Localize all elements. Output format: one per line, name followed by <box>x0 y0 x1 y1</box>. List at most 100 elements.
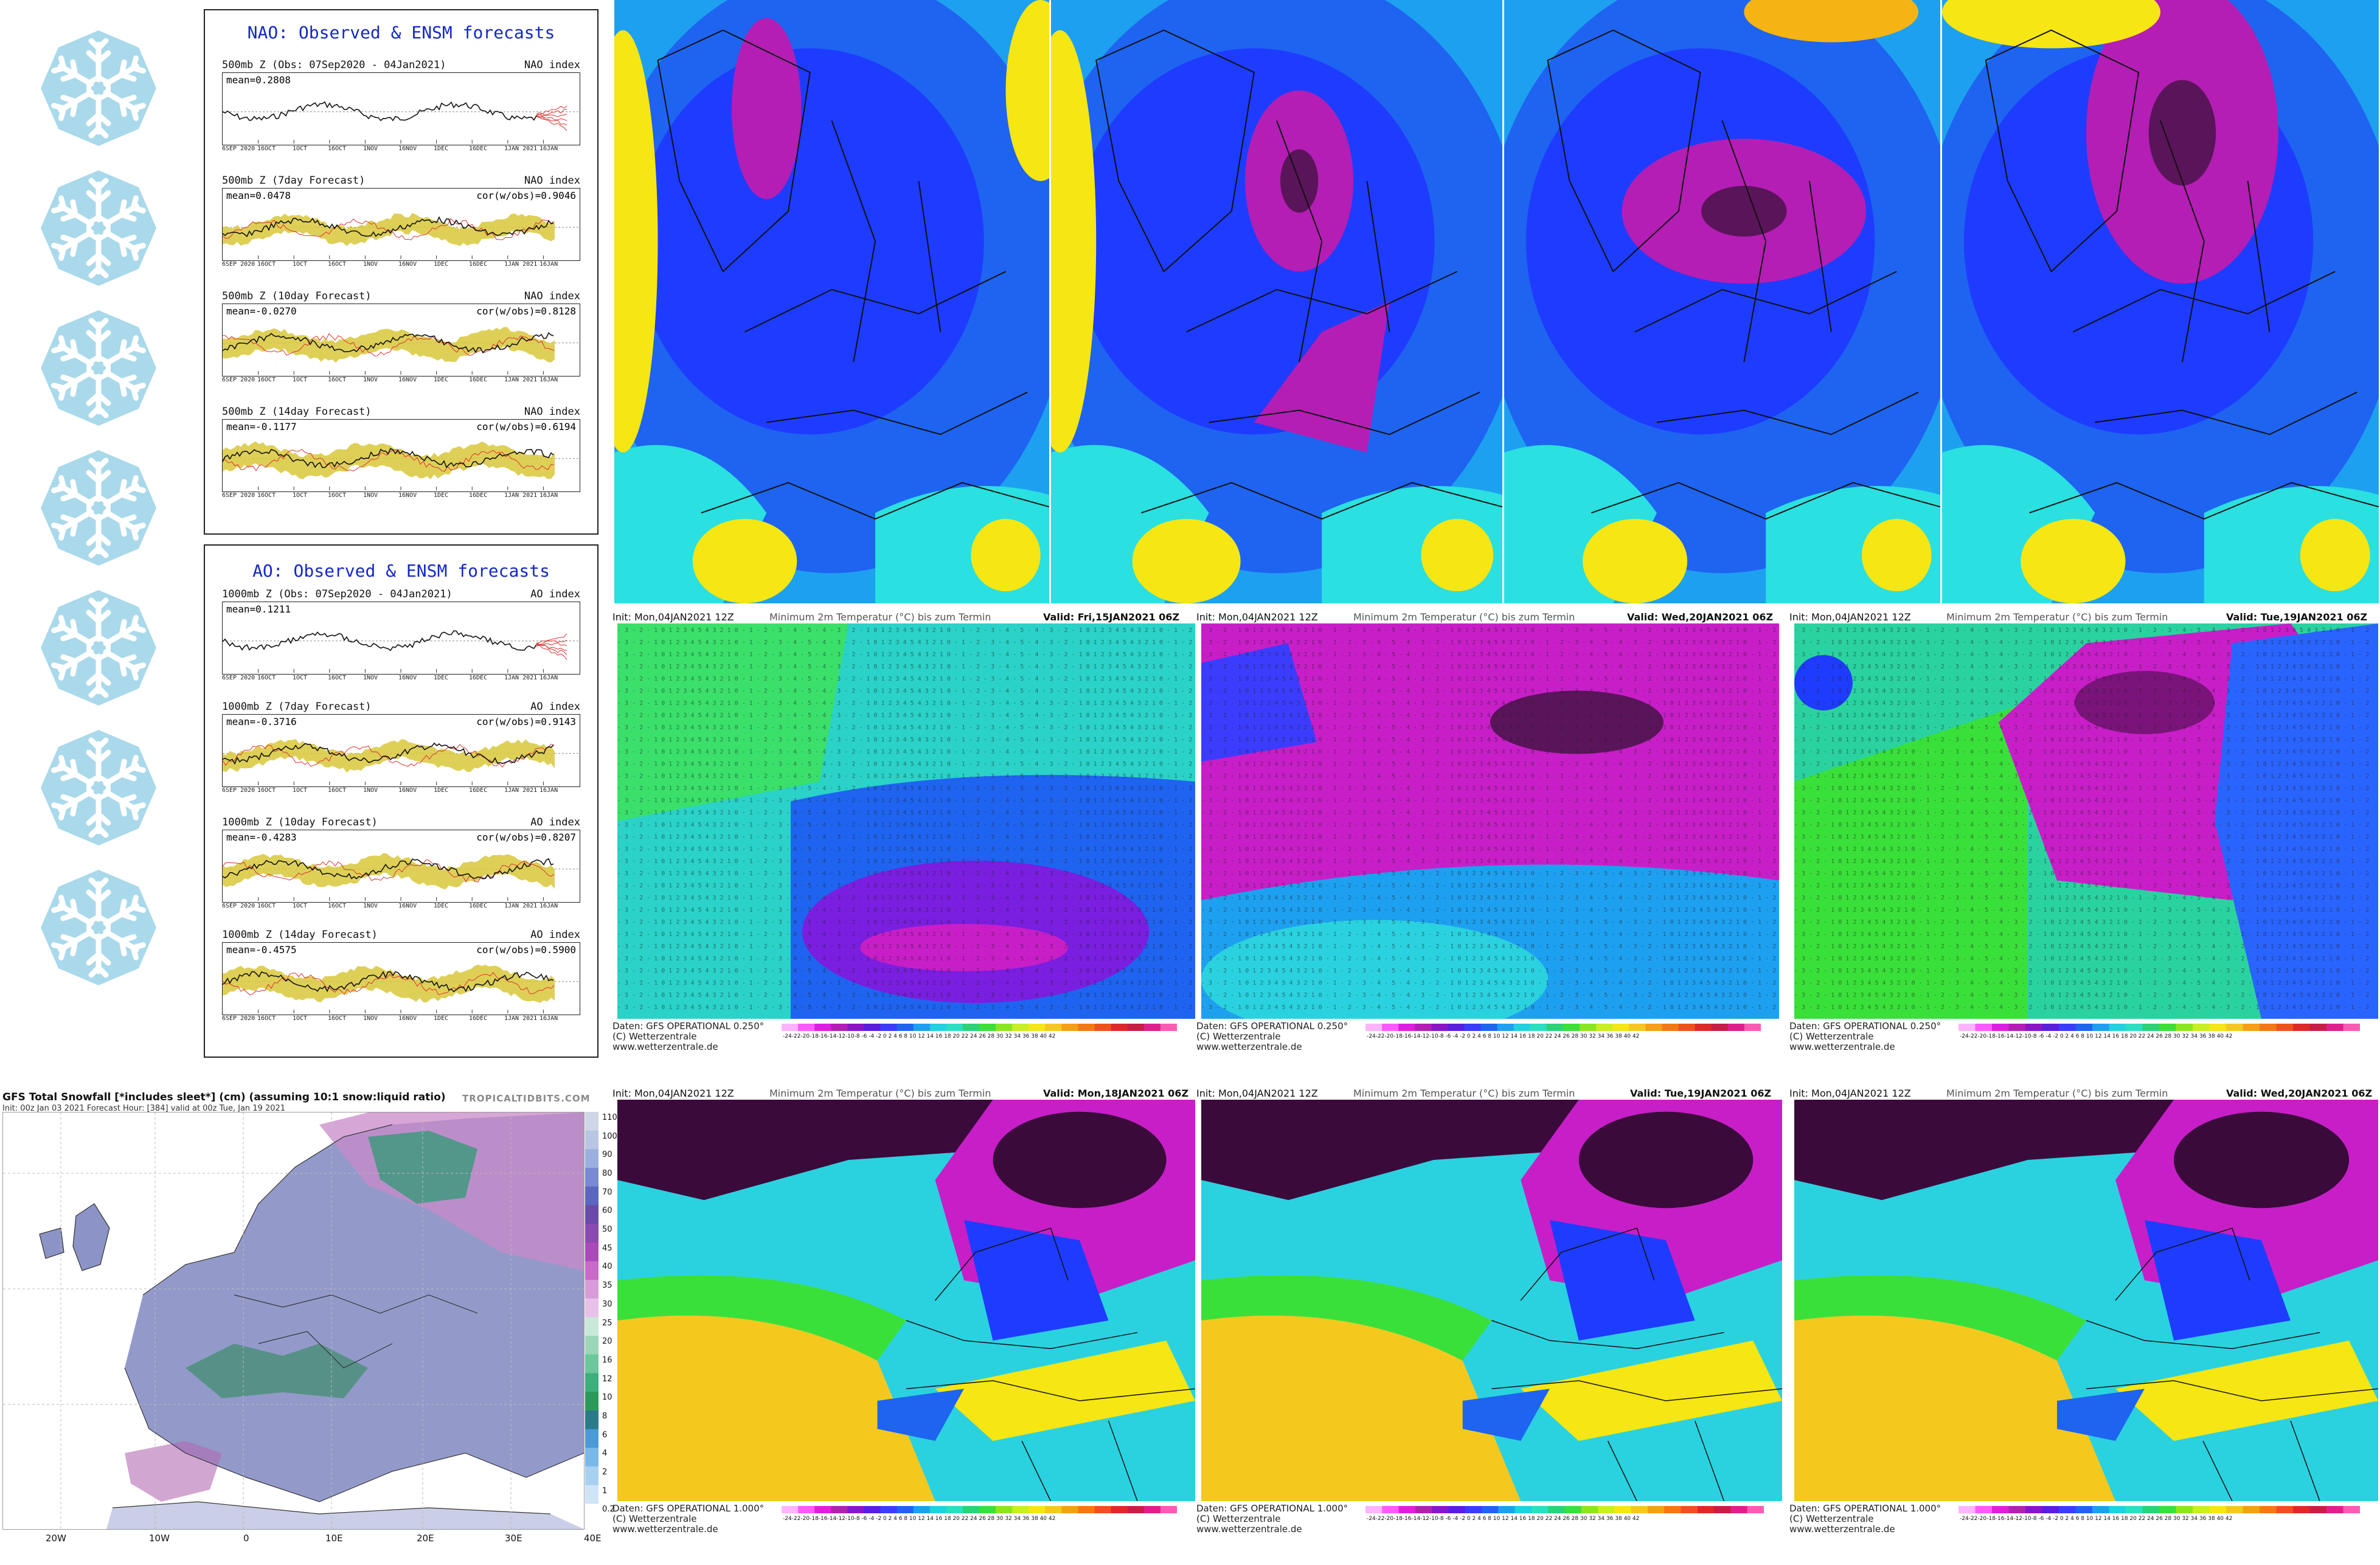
subplot-date-axis: 6SEP 2020 16OCT 1OCT 16OCT 1NOV 16NOV 1DEC 16DE… <box>222 675 580 690</box>
snowfall-legend-label: 80 <box>602 1169 612 1179</box>
svg-text:- 3 - 2 - 1 0 1 2 3 4 5 4 3 2: - 3 - 2 - 1 0 1 2 3 4 5 4 3 2 1 0 - 1 - … <box>1201 773 1776 780</box>
snowfall-legend-bar <box>585 1112 598 1522</box>
subplot-index-name: NAO index <box>524 59 580 71</box>
svg-text:- 3 - 2 - 1 0 1 2 3 4 5 4 3 2: - 3 - 2 - 1 0 1 2 3 4 5 4 3 2 1 0 - 1 - … <box>1794 627 2369 634</box>
snowfall-brand: TROPICALTIDBITS.COM <box>462 1093 591 1104</box>
date-tick-label: 16OCT <box>257 903 276 909</box>
svg-text:- 3 - 2 - 1 0 1 2 3 4 5 4 3 2: - 3 - 2 - 1 0 1 2 3 4 5 4 3 2 1 0 - 1 - … <box>617 651 1192 658</box>
index-subplot: 1000mb Z (10day Forecast) AO index mean=-0… <box>222 816 580 918</box>
map-valid-label: Valid: Wed,20JAN2021 06Z <box>2226 1088 2373 1099</box>
date-tick-label: 1JAN 2021 <box>504 145 538 152</box>
subplot-date-axis: 6SEP 2020 16OCT 1OCT 16OCT 1NOV 16NOV 1DEC 16DE… <box>222 1015 580 1031</box>
subplot-chart: mean=0.2808 <box>222 72 580 145</box>
subplot-correlation: cor(w/obs)=0.8128 <box>476 305 576 317</box>
subplot-mean: mean=-0.3716 <box>226 716 297 727</box>
subplot-chart: mean=0.1211 <box>222 602 580 675</box>
temperature-map: - 3 - 2 - 1 0 1 2 3 4 5 4 3 2 1 0 - 1 - … <box>617 623 1195 1019</box>
snowfall-legend-label: 10 <box>602 1393 612 1403</box>
index-subplot: 1000mb Z (14day Forecast) AO index mean=-0… <box>222 929 580 1031</box>
snowfall-legend-label: 60 <box>602 1206 612 1216</box>
snowfall-legend-label: 45 <box>602 1243 612 1253</box>
snowflake-icon <box>41 170 156 286</box>
date-tick-label: 1JAN 2021 <box>504 903 538 909</box>
subplot-mean: mean=0.2808 <box>226 74 291 86</box>
subplot-index-name: AO index <box>530 929 580 941</box>
date-tick-label: 16NOV <box>398 1015 417 1022</box>
subplot-index-name: AO index <box>530 816 580 828</box>
date-tick-label: 16OCT <box>257 787 276 794</box>
svg-text:- 3 - 2 - 1 0 1 2 3 4 5 4 3 2: - 3 - 2 - 1 0 1 2 3 4 5 4 3 2 1 0 - 1 - … <box>1201 992 1776 999</box>
date-tick-label: 16DEC <box>469 903 488 909</box>
svg-text:- 3 - 2 - 1 0 1 2 3 4 5 4 3 2: - 3 - 2 - 1 0 1 2 3 4 5 4 3 2 1 0 - 1 - … <box>1201 639 1776 646</box>
map-init-label: Init: Mon,04JAN2021 12Z <box>1196 1088 1318 1099</box>
svg-text:- 3 - 2 - 1 0 1 2 3 4 5 4 3 2: - 3 - 2 - 1 0 1 2 3 4 5 4 3 2 1 0 - 1 - … <box>1201 956 1776 962</box>
svg-text:- 3 - 2 - 1 0 1 2 3 4 5 4 3 2: - 3 - 2 - 1 0 1 2 3 4 5 4 3 2 1 0 - 1 - … <box>1201 870 1776 877</box>
svg-text:- 3 - 2 - 1 0 1 2 3 4 5 4 3 2: - 3 - 2 - 1 0 1 2 3 4 5 4 3 2 1 0 - 1 - … <box>1794 980 2369 987</box>
anomaly-map <box>614 0 1049 603</box>
snowfall-legend-label: 70 <box>602 1187 612 1197</box>
subplot-label: 500mb Z (14day Forecast) <box>222 406 372 418</box>
colorbar-labels: -24-22-20-18-16-14-12-10-8 -6 -4 -2 0 2 … <box>1960 1516 2232 1521</box>
svg-text:- 3 - 2 - 1 0 1 2 3 4 5 4 3 2: - 3 - 2 - 1 0 1 2 3 4 5 4 3 2 1 0 - 1 - … <box>1794 883 2369 889</box>
svg-text:- 3 - 2 - 1 0 1 2 3 4 5 4 3 2: - 3 - 2 - 1 0 1 2 3 4 5 4 3 2 1 0 - 1 - … <box>1794 724 2369 731</box>
subplot-mean: mean=0.0478 <box>226 190 291 201</box>
index-subplot: 1000mb Z (Obs: 07Sep2020 - 04Jan2021) AO … <box>222 588 580 690</box>
svg-text:- 3 - 2 - 1 0 1 2 3 4 5 4 3 2: - 3 - 2 - 1 0 1 2 3 4 5 4 3 2 1 0 - 1 - … <box>1794 907 2369 914</box>
svg-text:- 3 - 2 - 1 0 1 2 3 4 5 4 3 2: - 3 - 2 - 1 0 1 2 3 4 5 4 3 2 1 0 - 1 - … <box>617 992 1192 999</box>
subplot-chart: mean=-0.4575 cor(w/obs)=0.5900 <box>222 942 580 1015</box>
snowfall-legend-label: 50 <box>602 1225 612 1235</box>
anomaly-map <box>1942 0 2379 603</box>
svg-text:- 3 - 2 - 1 0 1 2 3 4 5 4 3 2: - 3 - 2 - 1 0 1 2 3 4 5 4 3 2 1 0 - 1 - … <box>1794 943 2369 950</box>
map-credit: (C) Wetterzentrale <box>1196 1513 1281 1524</box>
date-tick-label: 16OCT <box>328 675 347 681</box>
svg-text:- 3 - 2 - 1 0 1 2 3 4 5 4 3 2: - 3 - 2 - 1 0 1 2 3 4 5 4 3 2 1 0 - 1 - … <box>1794 956 2369 962</box>
temperature-colorbar: -24-22-20-18-16-14-12-10-8 -6 -4 -2 0 2 … <box>1365 1024 1761 1038</box>
svg-text:- 3 - 2 - 1 0 1 2 3 4 5 4 3 2: - 3 - 2 - 1 0 1 2 3 4 5 4 3 2 1 0 - 1 - … <box>1201 822 1776 828</box>
svg-text:- 3 - 2 - 1 0 1 2 3 4 5 4 3 2: - 3 - 2 - 1 0 1 2 3 4 5 4 3 2 1 0 - 1 - … <box>1794 846 2369 853</box>
date-tick-label: 16DEC <box>469 787 488 794</box>
svg-text:- 3 - 2 - 1 0 1 2 3 4 5 4 3 2: - 3 - 2 - 1 0 1 2 3 4 5 4 3 2 1 0 - 1 - … <box>1794 822 2369 828</box>
date-tick-label: 1JAN 2021 <box>504 492 538 499</box>
subplot-index-name: AO index <box>530 588 580 600</box>
date-tick-label: 16OCT <box>257 675 276 681</box>
date-tick-label: 16NOV <box>398 787 417 794</box>
snowfall-longitude-label: 40E <box>584 1533 602 1544</box>
date-tick-label: 1DEC <box>434 903 449 909</box>
subplot-date-axis: 6SEP 2020 16OCT 1OCT 16OCT 1NOV 16NOV 1DEC 16DE… <box>222 261 580 277</box>
subplot-series <box>223 101 579 144</box>
subplot-chart: mean=-0.0270 cor(w/obs)=0.8128 <box>222 304 580 377</box>
svg-text:- 3 - 2 - 1 0 1 2 3 4 5 4 3 2: - 3 - 2 - 1 0 1 2 3 4 5 4 3 2 1 0 - 1 - … <box>1794 712 2369 719</box>
svg-text:- 3 - 2 - 1 0 1 2 3 4 5 4 3 2: - 3 - 2 - 1 0 1 2 3 4 5 4 3 2 1 0 - 1 - … <box>1201 931 1776 938</box>
map-title-label: Minimum 2m Temperatur (°C) bis zum Termi… <box>1353 611 1575 623</box>
svg-text:- 3 - 2 - 1 0 1 2 3 4 5 4 3 2: - 3 - 2 - 1 0 1 2 3 4 5 4 3 2 1 0 - 1 - … <box>617 639 1192 646</box>
svg-text:- 3 - 2 - 1 0 1 2 3 4 5 4 3 2: - 3 - 2 - 1 0 1 2 3 4 5 4 3 2 1 0 - 1 - … <box>1201 883 1776 889</box>
subplot-correlation: cor(w/obs)=0.8207 <box>476 831 576 843</box>
date-tick-label: 16JAN <box>539 675 558 681</box>
subplot-date-axis: 6SEP 2020 16OCT 1OCT 16OCT 1NOV 16NOV 1DEC 16DE… <box>222 903 580 918</box>
snowflake-icon <box>41 310 156 426</box>
svg-text:- 3 - 2 - 1 0 1 2 3 4 5 4 3 2: - 3 - 2 - 1 0 1 2 3 4 5 4 3 2 1 0 - 1 - … <box>1794 664 2369 670</box>
snowfall-title: GFS Total Snowfall [*includes sleet*] (c… <box>2 1091 446 1103</box>
date-tick-label: 1NOV <box>363 377 378 383</box>
map-init-label: Init: Mon,04JAN2021 12Z <box>1789 611 1911 623</box>
map-init-label: Init: Mon,04JAN2021 12Z <box>1789 1088 1911 1099</box>
map-init-label: Init: Mon,04JAN2021 12Z <box>612 1088 734 1099</box>
snowfall-longitude-label: 10E <box>325 1533 343 1544</box>
subplot-series <box>223 327 579 375</box>
map-data-source: Daten: GFS OPERATIONAL 0.250° <box>1789 1021 1941 1032</box>
subplot-series <box>223 441 579 490</box>
snowflake-icon <box>41 870 156 985</box>
date-tick-label: 1NOV <box>363 492 378 499</box>
subplot-label: 1000mb Z (10day Forecast) <box>222 816 378 828</box>
temperature-colorbar: -24-22-20-18-16-14-12-10-8 -6 -4 -2 0 2 … <box>1958 1024 2360 1038</box>
colorbar-labels: -24-22-20-18-16-14-12-10-8 -6 -4 -2 0 2 … <box>1367 1516 1639 1521</box>
svg-text:- 3 - 2 - 1 0 1 2 3 4 5 4 3 2: - 3 - 2 - 1 0 1 2 3 4 5 4 3 2 1 0 - 1 - … <box>1201 846 1776 853</box>
svg-text:- 3 - 2 - 1 0 1 2 3 4 5 4 3 2: - 3 - 2 - 1 0 1 2 3 4 5 4 3 2 1 0 - 1 - … <box>1794 785 2369 792</box>
snowfall-legend-label: 30 <box>602 1299 612 1309</box>
date-tick-label: 16OCT <box>328 261 347 268</box>
svg-text:- 3 - 2 - 1 0 1 2 3 4 5 4 3 2: - 3 - 2 - 1 0 1 2 3 4 5 4 3 2 1 0 - 1 - … <box>1794 968 2369 974</box>
subplot-label: 1000mb Z (Obs: 07Sep2020 - 04Jan2021) <box>222 588 453 600</box>
index-subplot: 500mb Z (14day Forecast) NAO index mean=-0… <box>222 406 580 508</box>
snowfall-longitude-label: 30E <box>505 1533 522 1544</box>
svg-text:- 3 - 2 - 1 0 1 2 3 4 5 4 3 2: - 3 - 2 - 1 0 1 2 3 4 5 4 3 2 1 0 - 1 - … <box>617 956 1192 962</box>
